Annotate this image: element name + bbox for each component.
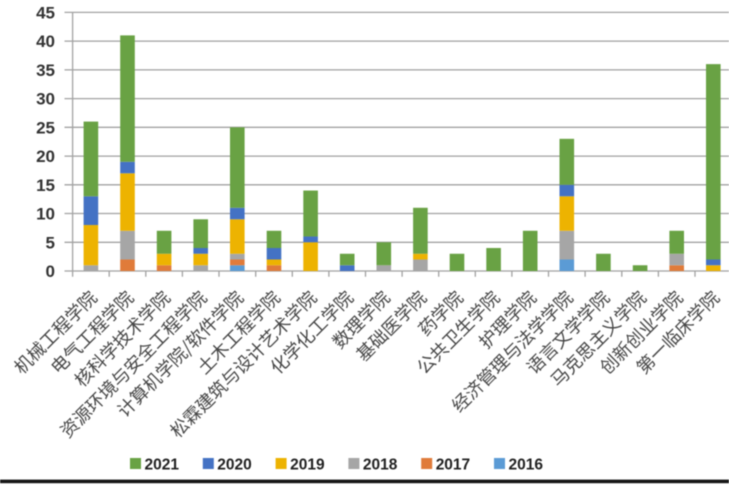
svg-text:15: 15: [36, 176, 55, 195]
svg-text:45: 45: [36, 3, 55, 22]
svg-text:2018: 2018: [363, 456, 398, 473]
svg-text:35: 35: [36, 61, 55, 80]
svg-text:2020: 2020: [217, 456, 251, 473]
svg-text:2016: 2016: [509, 456, 544, 473]
svg-text:40: 40: [36, 32, 55, 51]
svg-text:2019: 2019: [290, 456, 325, 473]
svg-text:2021: 2021: [145, 456, 180, 473]
svg-text:0: 0: [46, 262, 55, 281]
svg-text:30: 30: [36, 90, 55, 109]
svg-text:20: 20: [36, 147, 55, 166]
svg-text:5: 5: [46, 233, 55, 252]
svg-text:10: 10: [36, 205, 55, 224]
svg-text:2017: 2017: [436, 456, 470, 473]
svg-text:25: 25: [36, 118, 55, 137]
